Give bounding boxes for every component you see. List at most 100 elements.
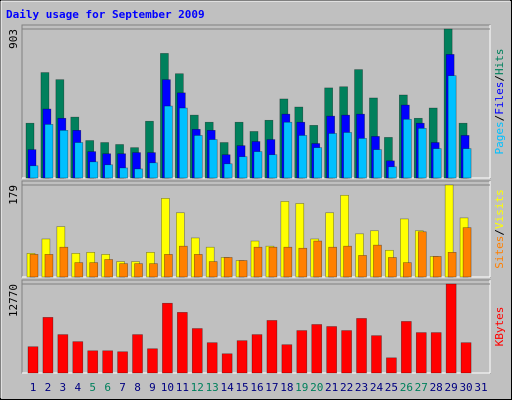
bar: [403, 262, 412, 278]
bar: [44, 254, 54, 278]
x-tick-label: 23: [355, 381, 368, 394]
bar: [74, 142, 84, 179]
bar: [283, 246, 293, 278]
bar: [89, 262, 99, 278]
bar: [236, 340, 248, 374]
x-tick-label: 30: [459, 381, 472, 394]
x-tick-label: 22: [340, 381, 353, 394]
bar: [119, 263, 128, 278]
bar: [403, 118, 412, 179]
bar: [238, 156, 248, 179]
x-tick-label: 28: [430, 381, 443, 394]
bar: [134, 168, 143, 179]
bar: [311, 324, 323, 374]
x-tick-label: 21: [325, 381, 338, 394]
x-tick-label: 18: [280, 381, 293, 394]
x-tick-label: 16: [250, 381, 263, 394]
bar: [298, 247, 308, 278]
legend-separator: /: [493, 75, 506, 82]
bar: [162, 302, 173, 374]
legend-entry: KBytes: [493, 307, 506, 347]
bar: [445, 283, 457, 374]
bar: [415, 332, 427, 374]
x-tick-label: 25: [385, 381, 398, 394]
bar: [401, 321, 412, 374]
x-tick-label: 26: [400, 381, 413, 394]
bar: [27, 346, 39, 374]
x-tick-label: 12: [191, 381, 204, 394]
x-tick-label: 19: [295, 381, 308, 394]
x-tick-label: 4: [74, 381, 81, 394]
bar: [281, 344, 293, 374]
x-tick-label: 3: [60, 381, 67, 394]
bar: [373, 149, 382, 179]
x-tick-label: 6: [104, 381, 111, 394]
bar: [193, 135, 203, 179]
bar: [343, 245, 352, 278]
bar: [388, 257, 397, 278]
x-tick-label: 1: [30, 381, 37, 394]
y-tick-label: 903: [7, 29, 20, 49]
bar: [268, 154, 278, 179]
legend-entry: Hits: [493, 49, 506, 76]
x-tick-label: 11: [176, 381, 189, 394]
bar: [221, 353, 233, 374]
bar: [104, 164, 113, 179]
bar: [373, 244, 382, 278]
bar: [104, 259, 113, 278]
bar: [238, 260, 248, 278]
bar: [328, 246, 337, 278]
x-tick-label: 9: [149, 381, 156, 394]
bar: [417, 231, 427, 278]
x-tick-label: 15: [235, 381, 248, 394]
bar: [356, 318, 367, 374]
bar: [386, 357, 397, 374]
bar: [358, 255, 367, 278]
legend-entry: Sites: [493, 236, 506, 269]
legend-entry: Visits: [493, 189, 506, 229]
bar: [87, 350, 99, 374]
bar: [102, 350, 113, 374]
bar: [462, 227, 472, 278]
bar: [164, 254, 173, 278]
bar: [177, 312, 188, 374]
bar: [59, 130, 69, 179]
x-tick-label: 31: [474, 381, 487, 394]
bar: [29, 254, 39, 278]
bar: [447, 75, 457, 179]
y-tick-label: 12770: [7, 284, 20, 317]
bar: [298, 135, 308, 179]
bar: [164, 105, 173, 179]
bar: [191, 328, 203, 374]
bar: [358, 138, 367, 179]
x-tick-label: 17: [265, 381, 278, 394]
bar: [432, 148, 442, 179]
y-tick-label: 179: [7, 185, 20, 205]
x-tick-label: 29: [445, 381, 458, 394]
bar: [132, 334, 143, 374]
bar: [266, 320, 278, 374]
bar: [313, 147, 323, 179]
legend-entry: Pages: [493, 121, 506, 154]
bar: [343, 132, 352, 179]
bar: [313, 240, 323, 278]
legend: KBytes: [493, 307, 506, 347]
bar: [417, 128, 427, 179]
chart-title: Daily usage for September 2009: [6, 8, 205, 21]
bar: [462, 148, 472, 179]
bar: [430, 332, 442, 374]
bar: [283, 121, 293, 179]
bar: [149, 263, 158, 278]
bar: [341, 330, 352, 374]
bar: [193, 254, 203, 278]
bar: [296, 330, 308, 374]
legend-entry: Files: [493, 82, 506, 115]
bar: [447, 252, 457, 278]
bar: [179, 107, 188, 179]
bar: [59, 246, 69, 278]
legend: Pages/Files/Hits: [493, 49, 506, 155]
bar: [460, 342, 472, 374]
bar: [253, 246, 263, 278]
